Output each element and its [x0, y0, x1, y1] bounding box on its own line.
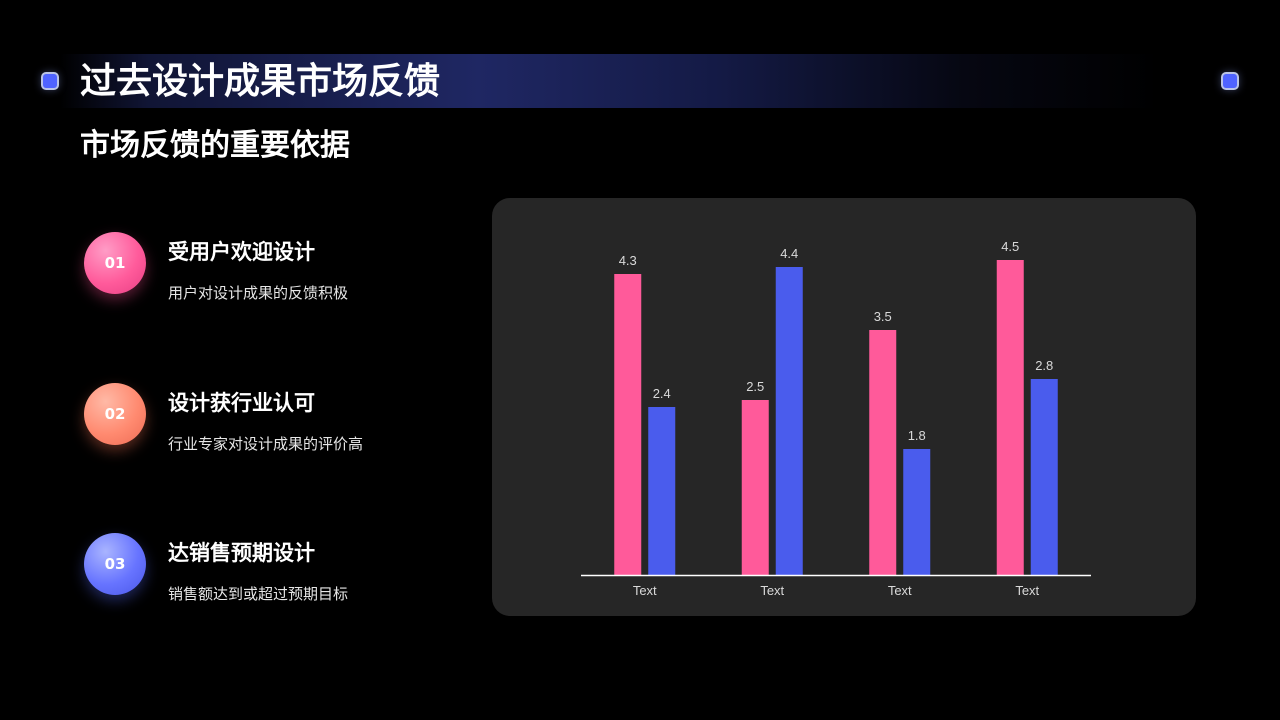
- bar-chart: 4.3 2.4 Text 2.5 4.4 Text 3.5 1.8 Text 4.5 2.8 Text: [581, 239, 1091, 598]
- number-badge: 03: [84, 533, 146, 595]
- chart-card: 4.3 2.4 Text 2.5 4.4 Text 3.5 1.8 Text 4.5 2.8 Text: [492, 198, 1196, 616]
- category-label: Text: [633, 583, 657, 598]
- bar-series2-2: [775, 267, 803, 575]
- page-subtitle: 市场反馈的重要依据: [80, 128, 350, 163]
- number-badge: 02: [84, 383, 146, 445]
- bar-series1-4: [996, 260, 1024, 575]
- point-item-1: 01 受用户欢迎设计 用户对设计成果的反馈积极: [84, 232, 444, 312]
- category-label: Text: [888, 583, 912, 598]
- page-title: 过去设计成果市场反馈: [80, 61, 441, 102]
- square-marker-icon: [1223, 74, 1237, 88]
- point-description: 销售额达到或超过预期目标: [168, 585, 349, 603]
- bar-series1-1: [614, 274, 642, 575]
- data-label: 3.5: [874, 309, 892, 324]
- data-label: 4.5: [1001, 239, 1019, 254]
- square-marker-icon: [43, 74, 57, 88]
- point-title: 受用户欢迎设计: [168, 240, 315, 264]
- bar-series1-3: [869, 330, 897, 575]
- bar-series2-1: [648, 407, 676, 575]
- point-item-2: 02 设计获行业认可 行业专家对设计成果的评价高: [84, 383, 444, 463]
- point-title: 达销售预期设计: [168, 541, 315, 565]
- bar-series2-3: [903, 449, 931, 575]
- number-badge: 01: [84, 232, 146, 294]
- data-label: 1.8: [908, 428, 926, 443]
- category-label: Text: [760, 583, 784, 598]
- point-description: 行业专家对设计成果的评价高: [168, 435, 364, 453]
- data-label: 2.4: [653, 386, 671, 401]
- point-item-3: 03 达销售预期设计 销售额达到或超过预期目标: [84, 533, 444, 613]
- category-label: Text: [1015, 583, 1039, 598]
- data-label: 4.3: [619, 253, 637, 268]
- data-label: 4.4: [780, 246, 798, 261]
- title-band: [60, 54, 1160, 108]
- point-description: 用户对设计成果的反馈积极: [168, 284, 349, 302]
- data-label: 2.8: [1035, 358, 1053, 373]
- point-title: 设计获行业认可: [168, 391, 315, 415]
- bar-series2-4: [1030, 379, 1058, 575]
- bar-series1-2: [741, 400, 769, 575]
- data-label: 2.5: [746, 379, 764, 394]
